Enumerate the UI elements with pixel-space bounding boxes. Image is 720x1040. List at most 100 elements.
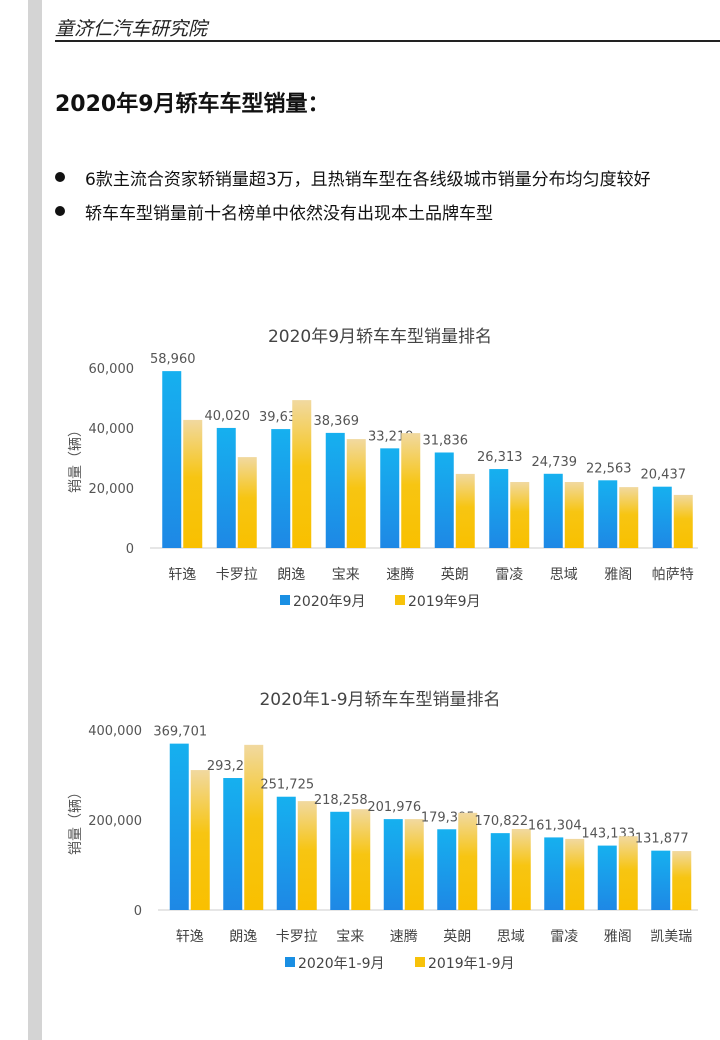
x-tick-label: 思域 [550,567,578,583]
y-tick-label: 20,000 [89,482,135,497]
data-label: 161,304 [528,818,582,833]
bar-2020 [597,845,617,910]
x-tick-label: 雷凌 [550,929,578,945]
bar-2019 [458,812,478,910]
bar-2020 [651,850,671,910]
legend-label: 2020年9月 [293,594,366,610]
x-tick-label: 英朗 [443,928,471,945]
org-name: 童济仁汽车研究院 [55,18,208,40]
x-tick-label: 朗逸 [229,929,257,945]
x-tick-label: 速腾 [386,566,414,583]
x-tick-label: 速腾 [390,928,418,945]
x-tick-label: 宝来 [332,567,360,583]
data-label: 31,836 [423,433,469,448]
bar-2019 [292,400,312,548]
x-tick-label: 卡罗拉 [216,567,258,583]
data-label: 26,313 [477,450,523,465]
bullet-text: 6款主流合资家轿销量超3万，且热销车型在各线级城市销量分布均匀度较好 [85,169,651,190]
bar-2020 [325,432,345,548]
bullet-text: 轿车车型销量前十名榜单中依然没有出现本土品牌车型 [85,203,493,224]
chart-title: 2020年9月轿车车型销量排名 [268,327,492,347]
x-tick-label: 宝来 [336,929,364,945]
x-tick-label: 轩逸 [168,567,196,583]
legend-label: 2019年1-9月 [428,956,515,972]
data-label: 40,020 [205,409,251,424]
bar-2019 [564,482,584,548]
x-tick-label: 朗逸 [277,567,305,583]
x-tick-label: 思域 [497,929,525,945]
bar-2019 [237,457,257,548]
data-label: 251,725 [260,778,314,793]
x-tick-label: 卡罗拉 [276,929,318,945]
data-label: 218,258 [314,793,368,808]
bar-2020 [490,833,510,910]
y-tick-label: 0 [126,542,134,557]
bar-2020 [544,837,564,910]
bullet-item: 6款主流合资家轿销量超3万，且热销车型在各线级城市销量分布均匀度较好 [55,160,651,194]
bullet-item: 轿车车型销量前十名榜单中依然没有出现本土品牌车型 [55,194,651,228]
y-axis-label: 销量（辆） [68,785,84,855]
y-tick-label: 60,000 [89,362,135,377]
y-tick-label: 400,000 [88,724,142,739]
x-tick-label: 雷凌 [495,567,523,583]
bar-2020 [216,427,236,548]
bar-2020 [162,371,182,548]
x-tick-label: 雅阁 [604,567,632,583]
bar-2020 [434,452,454,548]
bar-2019 [565,838,585,910]
bar-2020 [380,448,400,548]
bar-2019 [351,809,371,910]
bar-2019 [510,482,530,548]
legend-swatch [395,595,405,605]
bar-2019 [404,819,424,910]
bar-2019 [297,801,317,910]
bullet-dot-icon [55,172,65,182]
y-tick-label: 200,000 [88,814,142,829]
data-label: 38,369 [314,414,360,429]
bar-2020 [169,743,189,910]
data-label: 22,563 [586,461,632,476]
bullet-dot-icon [55,206,65,216]
legend-swatch [280,595,290,605]
bar-2020 [598,480,618,548]
bar-2019 [618,836,638,910]
y-tick-label: 0 [134,904,142,919]
bar-2020 [271,429,291,548]
x-tick-label: 雅阁 [604,929,632,945]
page-title: 2020年9月轿车车型销量： [55,92,330,117]
bar-2019 [672,851,692,910]
data-label: 58,960 [150,352,196,367]
bullet-list: 6款主流合资家轿销量超3万，且热销车型在各线级城市销量分布均匀度较好 轿车车型销… [55,160,651,228]
bar-2019 [401,433,421,548]
bar-2020 [543,473,563,548]
legend-swatch [285,957,295,967]
x-tick-label: 英朗 [441,566,469,583]
x-tick-label: 帕萨特 [652,567,694,583]
bar-2020 [383,819,403,910]
data-label: 369,701 [153,725,207,740]
data-label: 201,976 [367,800,421,815]
legend-label: 2019年9月 [408,594,481,610]
bar-2019 [190,770,210,910]
bar-2020 [330,811,350,910]
legend-swatch [415,957,425,967]
chart-title: 2020年1-9月轿车车型销量排名 [259,690,500,710]
bar-2019 [183,419,203,548]
data-label: 20,437 [641,468,687,483]
bar-2019 [619,487,639,548]
bar-2019 [244,744,264,910]
bar-2019 [455,473,475,548]
bar-2019 [346,439,366,548]
x-tick-label: 凯美瑞 [650,929,692,945]
bar-2020 [276,796,296,910]
data-label: 170,822 [474,814,528,829]
x-tick-label: 轩逸 [176,929,204,945]
bar-2019 [673,494,693,548]
page-header: 童济仁汽车研究院 [55,14,720,42]
left-margin-strip [28,0,42,1040]
y-tick-label: 40,000 [89,422,135,437]
bar-2019 [511,829,531,910]
y-axis-label: 销量（辆） [68,423,84,493]
